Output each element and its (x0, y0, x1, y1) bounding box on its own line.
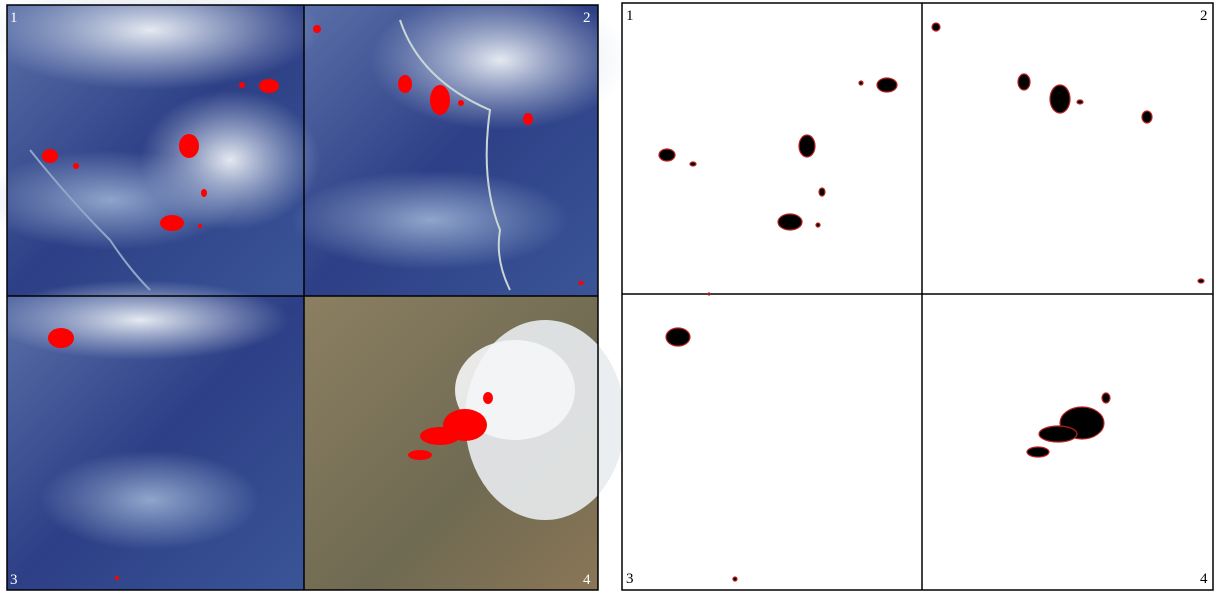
panel-label: 1 (626, 8, 634, 24)
panel-label: 3 (626, 571, 634, 587)
frame (622, 3, 1213, 590)
image-grid: 1 2 3 4 (0, 0, 630, 590)
panel-label: 4 (583, 572, 591, 588)
smoke (0, 280, 290, 360)
mask-grid: 1 2 3 4 (622, 3, 1213, 590)
smoke (290, 170, 570, 270)
smoke (40, 450, 260, 550)
panel-label: 3 (10, 572, 18, 588)
page: 1 2 3 4 1 2 3 4 (() => { const data = JS… (0, 0, 1214, 591)
panel-label: 1 (10, 10, 18, 26)
panel-label: 2 (583, 10, 591, 26)
figure: 1 2 3 4 1 2 3 4 (0, 0, 1214, 591)
panel-label: 2 (1200, 8, 1208, 24)
panel-label: 4 (1200, 571, 1208, 587)
